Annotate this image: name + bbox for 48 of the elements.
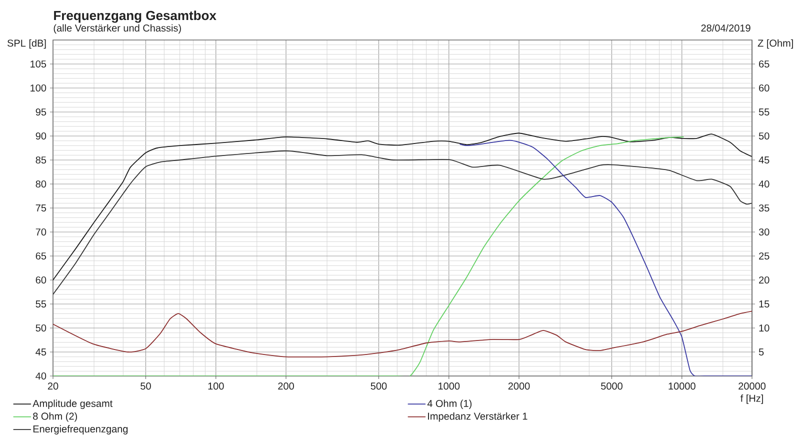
x-tick-label: 200 bbox=[278, 382, 294, 390]
y-tick-label: 55 bbox=[36, 300, 46, 308]
y2-tick-label: 55 bbox=[758, 108, 770, 116]
x-tick-label: 1000 bbox=[438, 382, 460, 390]
y2-tick-label: 30 bbox=[758, 228, 770, 236]
y-tick-label: 95 bbox=[36, 108, 46, 116]
y-tick-label: 90 bbox=[36, 132, 46, 140]
y2-tick-label: 45 bbox=[758, 156, 770, 164]
x-axis-title: f [Hz] bbox=[740, 394, 763, 404]
x-tick-label: 20 bbox=[48, 382, 58, 390]
y-tick-label: 70 bbox=[36, 228, 46, 236]
legend-label: Energiefrequenzgang bbox=[33, 425, 128, 434]
y2-tick-label: 60 bbox=[759, 84, 770, 92]
y-tick-label: 60 bbox=[36, 276, 46, 284]
text: 28/04/2019 bbox=[701, 24, 750, 32]
x-tick-label: 2000 bbox=[508, 382, 530, 390]
y-tick-label: 105 bbox=[30, 60, 46, 68]
legend-label: Impedanz Verstärker 1 bbox=[428, 412, 528, 422]
x-tick-label: 100 bbox=[208, 382, 224, 390]
y2-axis-title: Z [Ohm] bbox=[758, 39, 793, 49]
y2-tick-label: 35 bbox=[758, 204, 770, 212]
y2-tick-label: 25 bbox=[759, 252, 770, 260]
y-tick-label: 100 bbox=[30, 84, 46, 92]
chart-title: Frequenzgang Gesamtbox bbox=[54, 10, 216, 23]
x-tick-label: 500 bbox=[370, 382, 387, 390]
y-tick-label: 75 bbox=[36, 204, 46, 212]
legend-label: Amplitude gesamt bbox=[32, 400, 113, 410]
y-tick-label: 45 bbox=[36, 348, 46, 356]
y-tick-label: 50 bbox=[36, 324, 46, 332]
y2-tick-label: 10 bbox=[759, 324, 770, 332]
y-axis-title: SPL [dB] bbox=[7, 39, 46, 49]
x-tick-label: 10000 bbox=[668, 382, 696, 390]
x-tick-label: 20000 bbox=[738, 382, 766, 390]
y2-tick-label: 50 bbox=[758, 132, 770, 140]
x-tick-label: 5000 bbox=[601, 382, 622, 390]
y2-tick-label: 15 bbox=[759, 300, 770, 308]
x-tick-label: 50 bbox=[140, 382, 151, 390]
y2-tick-label: 20 bbox=[759, 276, 770, 284]
legend-label: 8 Ohm (2) bbox=[33, 412, 77, 422]
y2-tick-label: 65 bbox=[759, 60, 770, 68]
y2-tick-label: 40 bbox=[758, 180, 770, 188]
legend-label: 4 Ohm (1) bbox=[427, 400, 472, 410]
y-tick-label: 65 bbox=[36, 252, 46, 260]
y-tick-label: 85 bbox=[36, 156, 46, 164]
chart-subtitle: (alle Verstärker und Chassis) bbox=[54, 24, 181, 34]
y2-tick-label: 5 bbox=[758, 348, 764, 356]
y-tick-label: 40 bbox=[36, 372, 46, 380]
y-tick-label: 80 bbox=[36, 180, 46, 188]
